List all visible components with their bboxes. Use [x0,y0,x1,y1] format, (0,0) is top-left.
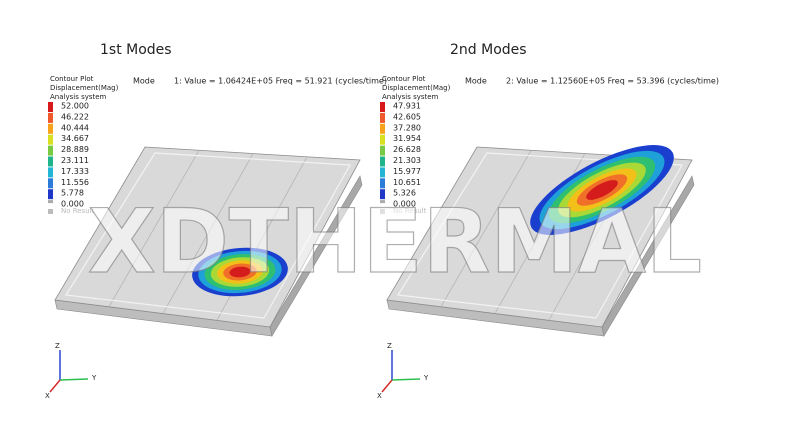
legend-value: 0.000 [393,200,416,209]
no-result-label: No Result [393,207,427,215]
legend-value: 21.303 [393,156,421,165]
axis-x-label: X [377,392,382,400]
plate-rib [108,150,200,307]
legend-value: 5.326 [393,189,416,198]
contour-band [229,266,251,278]
legend-value: 23.111 [61,156,89,165]
axis-y-label: Y [91,374,97,382]
legend-swatch [380,145,385,156]
mode-text: 2: Value = 1.12560E+05 Freq = 53.396 (cy… [506,77,719,86]
legend-swatch [380,178,385,189]
no-result-label: No Result [61,207,95,215]
legend-swatch [48,156,53,167]
legend-value: 11.556 [61,178,89,187]
legend-header: Displacement(Mag) [50,84,119,92]
legend-swatch [380,167,385,178]
legend-value: 10.651 [393,178,421,187]
axis-y-label: Y [423,374,429,382]
legend-swatch [380,189,385,200]
legend-value: 52.000 [61,102,89,111]
legend-header: Analysis system [50,93,107,101]
axis-z-label: Z [55,342,60,350]
watermark: XDTHERMAL [88,190,702,293]
legend-value: 31.954 [393,134,421,143]
legend-value: 28.889 [61,145,89,154]
legend-swatch [48,123,53,134]
mode-label: Mode [465,77,487,86]
legend-header: Displacement(Mag) [382,84,451,92]
legend-value: 34.667 [61,134,89,143]
legend-swatch [380,200,385,204]
plate-rib [440,150,532,307]
mode-text: 1: Value = 1.06424E+05 Freq = 51.921 (cy… [174,77,387,86]
plate-rib [162,153,254,314]
panel-title: 2nd Modes [450,42,527,58]
axis-y [391,378,421,381]
legend-swatch [48,112,53,123]
legend-swatch [380,112,385,123]
plate-side [269,175,363,337]
contour-band [586,180,618,200]
legend-swatch [48,209,53,214]
axis-x [49,379,61,393]
legend-swatch [48,145,53,156]
legend-value: 40.444 [61,123,89,132]
legend-swatch [380,134,385,145]
legend-swatch [380,156,385,167]
legend-swatch [48,200,53,204]
legend-value: 5.778 [61,189,84,198]
axis-x [381,379,393,393]
legend-value: 47.931 [393,102,421,111]
legend-swatch [48,167,53,178]
legend-value: 15.977 [393,167,421,176]
legend-swatch [48,189,53,200]
legend-header: Contour Plot [382,75,426,83]
plate-side [601,175,695,337]
axis-z-label: Z [387,342,392,350]
legend-value: 42.605 [393,112,421,121]
legend-value: 17.333 [61,167,89,176]
panel: 1st Modes Contour PlotDisplacement(Mag)An… [45,42,387,400]
legend-swatch [48,178,53,189]
legend-swatch [380,123,385,134]
legend-swatch [380,102,385,112]
legend-swatch [48,134,53,145]
legend-header: Analysis system [382,93,439,101]
axis-x-label: X [45,392,50,400]
legend-value: 37.280 [393,123,421,132]
legend-value: 46.222 [61,112,89,121]
legend-value: 0.000 [61,200,84,209]
legend-swatch [48,102,53,112]
panel-title: 1st Modes [100,42,172,58]
legend-value: 26.628 [393,145,421,154]
panel: 2nd Modes Contour PlotDisplacement(Mag)An… [377,42,719,400]
axis-y [59,378,89,381]
legend-swatch [380,209,385,214]
legend-header: Contour Plot [50,75,94,83]
mode-label: Mode [133,77,155,86]
plate-rim [64,152,351,319]
